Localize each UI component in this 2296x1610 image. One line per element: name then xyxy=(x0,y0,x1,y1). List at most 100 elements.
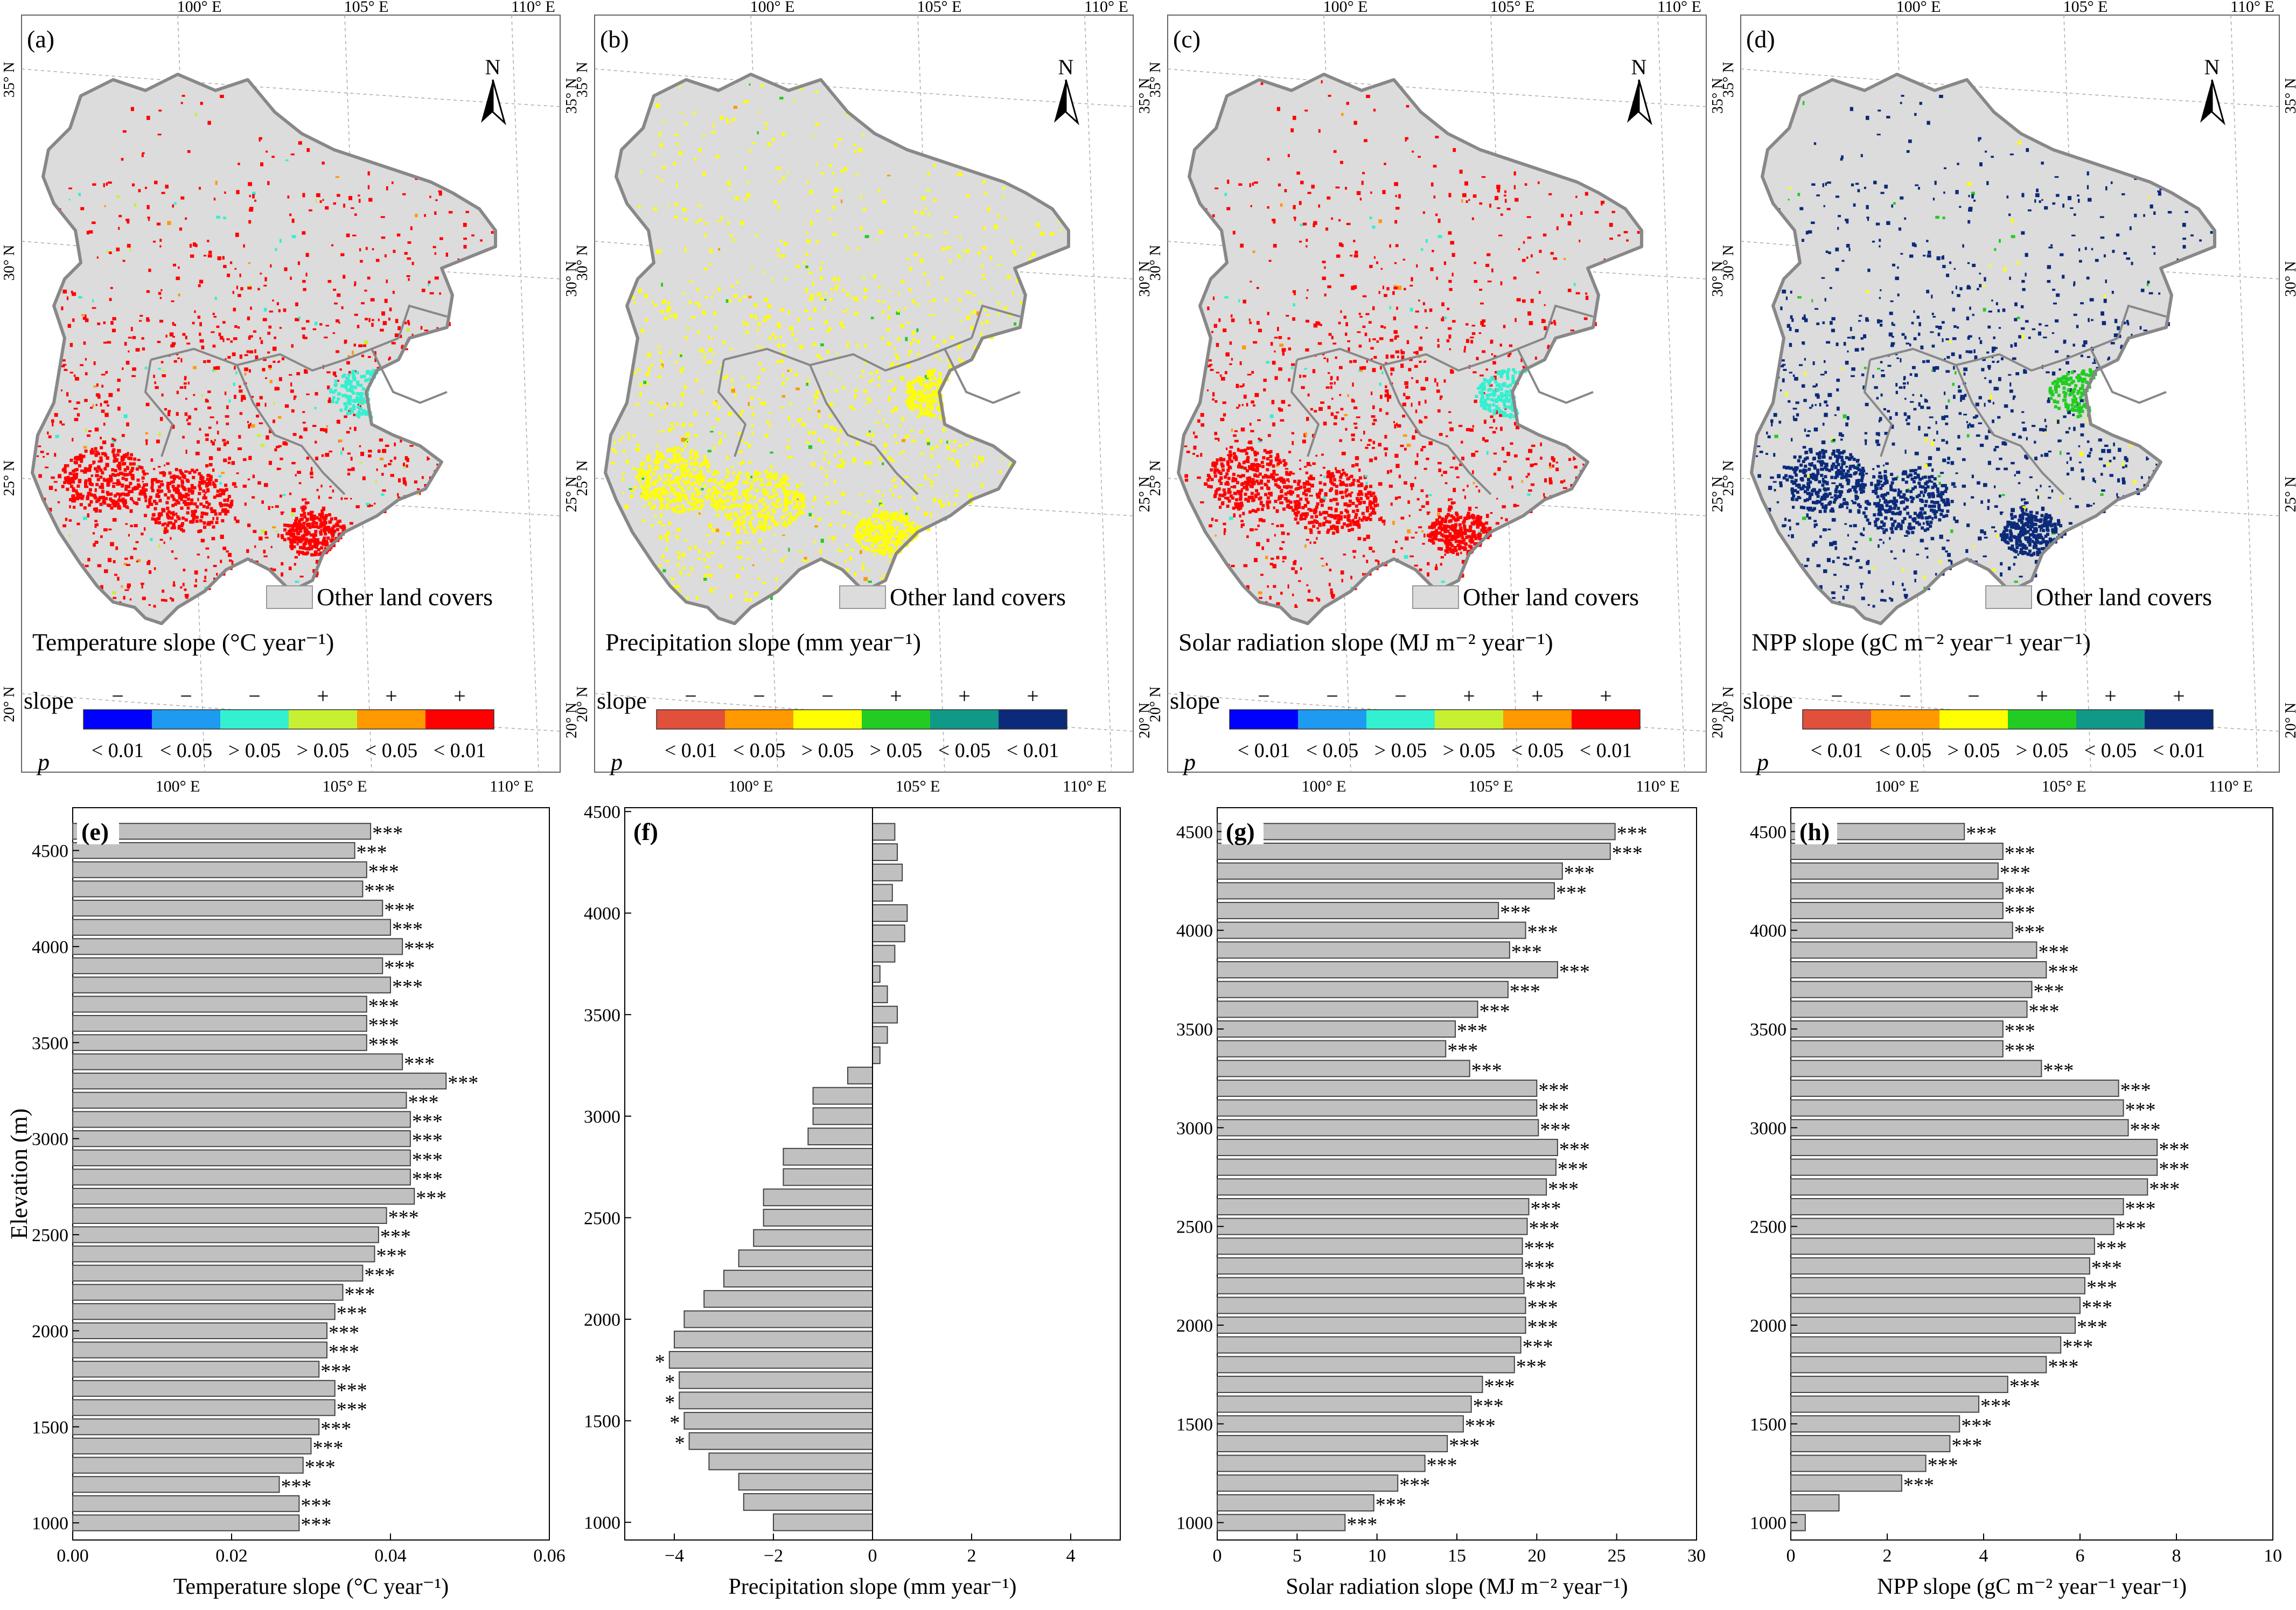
significance-label: *** xyxy=(329,1341,359,1363)
legend-p-value: > 0.05 xyxy=(297,739,349,762)
bar xyxy=(1217,961,1558,979)
legend-sign: − xyxy=(248,684,261,708)
bar xyxy=(683,1310,874,1328)
legend-color-box xyxy=(1939,710,2008,729)
significance-label: *** xyxy=(2091,1257,2122,1279)
bar xyxy=(1217,1119,1539,1137)
bar xyxy=(872,924,905,942)
significance-label: *** xyxy=(392,918,423,941)
legend-p-value: < 0.01 xyxy=(434,739,486,762)
legend-p-value: < 0.01 xyxy=(1007,739,1059,762)
x-tick-label: 25 xyxy=(1608,1546,1626,1566)
significance-label: *** xyxy=(1527,1296,1558,1319)
lat-label-left: 20° N xyxy=(574,687,591,722)
legend-sign: − xyxy=(1831,684,1843,708)
bar xyxy=(1790,1316,2076,1334)
y-tick-label: 2000 xyxy=(1176,1316,1213,1336)
legend-p-value: < 0.05 xyxy=(1879,739,1931,762)
bar xyxy=(72,823,372,840)
bar xyxy=(72,919,391,936)
bar xyxy=(72,1014,367,1032)
north-arrow-icon xyxy=(1065,79,1079,125)
province-boundary xyxy=(723,337,972,372)
significance-label: *** xyxy=(2014,921,2045,944)
panel-letter: (g) xyxy=(1226,818,1255,845)
y-tick-label: 3000 xyxy=(1176,1118,1213,1138)
bar xyxy=(708,1452,874,1471)
province-boundary xyxy=(1544,304,1594,339)
legend-sign: + xyxy=(453,684,466,708)
province-boundary xyxy=(150,337,399,372)
legend-color-box xyxy=(220,710,289,729)
bar xyxy=(1790,882,2004,900)
significance-label: *** xyxy=(372,822,403,845)
province-boundary xyxy=(397,304,448,339)
x-tick-label: 15 xyxy=(1448,1546,1466,1566)
legend-sign: − xyxy=(1258,684,1270,708)
province-boundary xyxy=(809,365,919,495)
north-label: N xyxy=(2204,55,2220,79)
bar xyxy=(72,1264,364,1282)
bar xyxy=(72,957,383,975)
significance-label: *** xyxy=(1951,1434,1982,1457)
bar xyxy=(1790,1356,2047,1374)
significance-label: *** xyxy=(2048,1355,2078,1378)
bar xyxy=(1790,1138,2158,1157)
x-tick-label: 0.06 xyxy=(533,1546,566,1566)
lon-label-bottom: 105° E xyxy=(1469,778,1513,795)
bar xyxy=(763,1188,873,1207)
bar xyxy=(72,1495,300,1513)
significance-label: *** xyxy=(1427,1454,1457,1477)
significance-label: *** xyxy=(2005,881,2035,904)
lat-label-right: 30° N xyxy=(2283,261,2296,297)
legend-color-box xyxy=(357,710,425,729)
bar xyxy=(72,1245,375,1263)
bar xyxy=(72,1476,280,1493)
lat-label-left: 20° N xyxy=(1147,687,1164,722)
significance-label: *** xyxy=(2005,901,2035,924)
bar xyxy=(872,944,896,963)
bar xyxy=(703,1290,873,1308)
slope-legend-label: slope xyxy=(1170,688,1220,714)
bar xyxy=(872,863,903,881)
significance-label: *** xyxy=(2120,1079,2151,1102)
significance-label: *** xyxy=(1524,1257,1555,1279)
bar xyxy=(683,1412,874,1430)
bar xyxy=(72,1399,336,1416)
significance-label: *** xyxy=(2149,1178,2180,1200)
lon-label-bottom: 105° E xyxy=(2042,778,2086,795)
bar xyxy=(1217,1060,1470,1077)
panel-letter: (c) xyxy=(1173,25,1201,53)
province-boundary xyxy=(717,359,747,457)
significance-label: *** xyxy=(2029,1000,2060,1023)
bar xyxy=(1217,1099,1538,1117)
legend-sign: + xyxy=(1027,684,1039,708)
bar xyxy=(1790,1454,1927,1472)
bar xyxy=(1217,1297,1526,1314)
significance-label: *** xyxy=(1538,1099,1569,1122)
bar xyxy=(72,1149,411,1166)
bar xyxy=(1217,1514,1346,1531)
bar xyxy=(1790,1119,2129,1137)
bar xyxy=(1217,1079,1538,1097)
lon-label-top: 100° E xyxy=(177,0,222,16)
y-tick-label: 4000 xyxy=(32,937,68,957)
province-boundary xyxy=(1382,365,1492,495)
y-tick-label: 4500 xyxy=(1750,822,1786,842)
slope-speckles xyxy=(1755,95,2213,608)
legend-sign: − xyxy=(821,684,834,708)
bar xyxy=(1790,981,2033,998)
bar xyxy=(72,996,367,1013)
lon-label-top: 110° E xyxy=(2230,0,2274,16)
north-arrow-icon xyxy=(1054,80,1066,123)
bar xyxy=(1217,1138,1558,1157)
bar xyxy=(1790,1040,2004,1058)
lon-label-top: 105° E xyxy=(2063,0,2108,16)
x-tick-label: −4 xyxy=(665,1546,684,1566)
legend-sign: − xyxy=(1394,684,1407,708)
significance-label: *** xyxy=(2005,1020,2035,1042)
legend-p-value: < 0.05 xyxy=(2084,739,2137,762)
bar xyxy=(72,1322,327,1340)
legend-p-value: > 0.05 xyxy=(870,739,922,762)
slope-legend-label: slope xyxy=(1743,688,1793,714)
